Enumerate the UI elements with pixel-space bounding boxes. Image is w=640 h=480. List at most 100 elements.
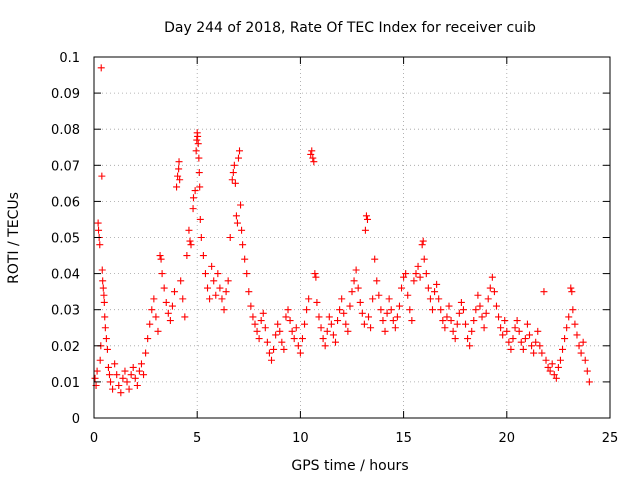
data-point: [119, 374, 127, 382]
data-point: [276, 327, 284, 335]
data-point: [135, 367, 143, 375]
data-point: [468, 327, 476, 335]
data-point: [534, 327, 542, 335]
data-point: [523, 320, 531, 328]
data-point: [371, 255, 379, 263]
data-point: [408, 317, 416, 325]
data-point: [317, 324, 325, 332]
data-point: [94, 219, 102, 227]
data-point: [569, 306, 577, 314]
data-point: [552, 374, 560, 382]
x-axis-label: GPS time / hours: [291, 458, 408, 474]
data-point: [398, 284, 406, 292]
data-point: [274, 320, 282, 328]
data-point: [356, 298, 364, 306]
data-point: [309, 154, 317, 162]
data-point: [183, 252, 191, 260]
data-point: [334, 317, 342, 325]
data-point: [278, 338, 286, 346]
data-point: [338, 295, 346, 303]
grid-lines: [94, 57, 610, 418]
data-point: [389, 317, 397, 325]
data-point: [104, 363, 112, 371]
data-point: [352, 266, 360, 274]
x-tick-label: 10: [292, 431, 309, 446]
data-point: [369, 295, 377, 303]
data-point: [492, 302, 500, 310]
data-point: [441, 324, 449, 332]
data-point: [245, 288, 253, 296]
data-point: [528, 342, 536, 350]
data-point: [166, 317, 174, 325]
data-point: [177, 277, 185, 285]
data-point: [272, 331, 280, 339]
data-point: [201, 270, 209, 278]
data-point: [164, 309, 172, 317]
data-point: [208, 262, 216, 270]
y-tick-label: 0.06: [51, 195, 80, 210]
y-tick-label: 0.05: [51, 232, 80, 247]
data-point: [424, 284, 432, 292]
data-point: [194, 132, 202, 140]
data-point: [156, 252, 164, 260]
data-point: [222, 288, 230, 296]
data-point: [210, 277, 218, 285]
x-tick-label: 20: [499, 431, 516, 446]
data-point: [196, 183, 204, 191]
y-tick-label: 0.02: [51, 340, 80, 355]
data-point: [195, 169, 203, 177]
data-point: [282, 313, 290, 321]
data-point: [224, 277, 232, 285]
data-point: [238, 226, 246, 234]
data-point: [375, 291, 383, 299]
data-point: [187, 241, 195, 249]
data-point: [550, 371, 558, 379]
data-point: [111, 360, 119, 368]
data-point: [239, 241, 247, 249]
data-point: [99, 277, 107, 285]
data-point: [484, 295, 492, 303]
data-point: [571, 320, 579, 328]
data-point: [100, 291, 108, 299]
data-point: [319, 335, 327, 343]
data-point: [249, 313, 257, 321]
x-tick-label: 0: [90, 431, 98, 446]
data-point: [308, 147, 316, 155]
data-point: [133, 382, 141, 390]
data-point: [233, 219, 241, 227]
data-point: [532, 338, 540, 346]
data-point: [453, 320, 461, 328]
data-point: [581, 356, 589, 364]
data-point: [212, 291, 220, 299]
data-point: [102, 335, 110, 343]
data-point: [379, 317, 387, 325]
data-point: [237, 201, 245, 209]
data-point: [179, 295, 187, 303]
data-point: [437, 306, 445, 314]
data-point: [395, 302, 403, 310]
data-point: [472, 306, 480, 314]
data-point: [422, 270, 430, 278]
x-tick-label: 25: [602, 431, 619, 446]
data-point: [567, 284, 575, 292]
data-point: [193, 136, 201, 144]
data-point: [301, 320, 309, 328]
data-point: [315, 313, 323, 321]
y-tick-label: 0.09: [51, 87, 80, 102]
data-point: [476, 302, 484, 310]
data-point: [416, 273, 424, 281]
data-point: [447, 317, 455, 325]
data-point: [466, 342, 474, 350]
data-point: [129, 363, 137, 371]
data-point: [348, 288, 356, 296]
data-point: [544, 363, 552, 371]
data-point: [220, 306, 228, 314]
data-point: [259, 309, 267, 317]
data-point: [402, 270, 410, 278]
data-point: [367, 324, 375, 332]
data-point: [168, 302, 176, 310]
data-point: [412, 270, 420, 278]
data-point: [554, 363, 562, 371]
data-point: [257, 317, 265, 325]
